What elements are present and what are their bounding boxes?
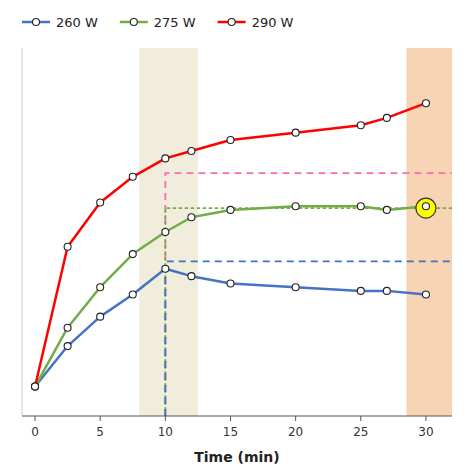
chart: 0 5 10 15 20 25 30 Time (min) 260 W 275 W 290 W	[0, 0, 474, 474]
x-tick-label: 0	[31, 425, 39, 439]
data-point	[188, 148, 195, 155]
legend-marker	[33, 19, 40, 26]
data-point	[357, 287, 364, 294]
highlight	[416, 198, 436, 218]
series-line	[35, 206, 426, 386]
data-point	[129, 251, 136, 258]
legend-label: 275 W	[154, 15, 196, 30]
data-point	[188, 273, 195, 280]
axes: 0 5 10 15 20 25 30	[22, 48, 452, 439]
series-line	[35, 103, 426, 386]
legend-label: 290 W	[252, 15, 294, 30]
data-point	[227, 137, 234, 144]
x-tick-label: 10	[158, 425, 173, 439]
data-point	[357, 122, 364, 129]
data-point	[422, 203, 429, 210]
x-tick	[230, 416, 231, 421]
x-tick	[165, 416, 166, 421]
x-tick	[425, 416, 426, 421]
x-tick	[295, 416, 296, 421]
data-point	[292, 129, 299, 136]
data-point	[162, 229, 169, 236]
x-tick	[35, 416, 36, 421]
legend-label: 260 W	[56, 15, 98, 30]
x-tick	[100, 416, 101, 421]
shaded-region	[406, 48, 452, 416]
data-point	[162, 155, 169, 162]
data-point	[32, 383, 39, 390]
x-tick	[360, 416, 361, 421]
data-point	[32, 383, 39, 390]
data-point	[162, 265, 169, 272]
data-point	[64, 324, 71, 331]
reference-line	[165, 261, 452, 416]
data-point	[227, 280, 234, 287]
data-point	[64, 343, 71, 350]
x-tick-label: 20	[288, 425, 303, 439]
data-point	[383, 287, 390, 294]
data-point	[97, 199, 104, 206]
data-point	[422, 100, 429, 107]
x-axis-line	[22, 416, 452, 417]
y-axis-line	[22, 48, 23, 416]
reference-line	[165, 208, 452, 416]
data-point	[97, 284, 104, 291]
data-point	[64, 243, 71, 250]
x-tick-label: 5	[96, 425, 104, 439]
x-tick-label: 25	[353, 425, 368, 439]
data-point	[357, 203, 364, 210]
data-point	[227, 206, 234, 213]
data-point	[188, 214, 195, 221]
x-tick-label: 15	[223, 425, 238, 439]
legend: 260 W 275 W 290 W	[22, 15, 294, 30]
x-tick-label: 30	[418, 425, 433, 439]
legend-marker	[130, 19, 137, 26]
data-point	[292, 203, 299, 210]
data-point	[422, 291, 429, 298]
data-point	[383, 206, 390, 213]
data-point	[97, 313, 104, 320]
data-point	[292, 284, 299, 291]
shaded-region	[139, 48, 198, 416]
data-point	[129, 173, 136, 180]
data-point	[383, 114, 390, 121]
reference-line	[165, 173, 452, 416]
legend-marker	[228, 19, 235, 26]
plot-area	[32, 48, 452, 416]
data-point	[129, 291, 136, 298]
x-axis-label: Time (min)	[194, 449, 279, 465]
data-point	[32, 383, 39, 390]
series-line	[35, 269, 426, 387]
